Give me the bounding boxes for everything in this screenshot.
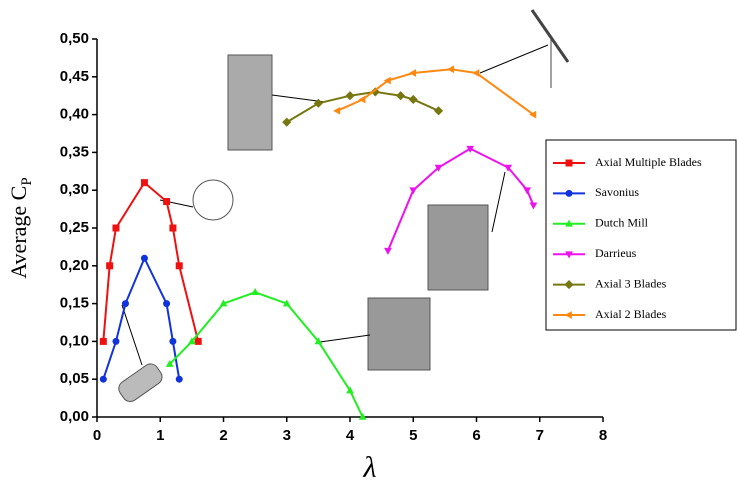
x-tick-label: 3 [283,427,291,444]
y-tick-label: 0,20 [60,257,89,274]
y-tick-label: 0,40 [60,106,89,123]
series-line [337,69,533,114]
legend-marker [566,190,573,197]
leader-line [480,45,548,73]
x-tick-label: 6 [472,427,480,444]
data-point [472,69,479,77]
y-tick-label: 0,30 [60,181,89,198]
data-point [358,96,365,104]
y-tick-label: 0,50 [60,30,89,47]
x-tick-label: 7 [536,427,544,444]
y-tick-label: 0,25 [60,219,89,236]
legend-label: Axial 2 Blades [595,307,667,321]
photo-axial-3 [228,55,272,150]
data-point [434,106,443,115]
y-axis-label: Average CP [6,177,35,278]
leader-line [320,335,370,342]
legend-label: Axial 3 Blades [595,276,667,290]
legend-marker [566,160,573,167]
data-point [141,255,148,262]
x-tick-label: 8 [599,427,607,444]
legend-label: Darrieus [595,246,637,260]
x-tick-label: 4 [346,427,355,444]
y-tick-label: 0,15 [60,295,89,312]
data-point [396,91,405,100]
data-point [409,95,418,104]
x-tick-label: 5 [409,427,417,444]
data-point [112,225,119,232]
y-label-main: Average C [6,186,31,279]
data-point [282,118,291,127]
data-point [169,338,176,345]
y-tick-label: 0,00 [60,408,89,425]
x-tick-label: 2 [219,427,227,444]
photo-multi-blade [193,180,233,220]
data-point [112,338,119,345]
data-point [106,262,113,269]
data-point [384,248,392,255]
y-tick-label: 0,35 [60,143,89,160]
data-point [100,338,107,345]
photo-dutch-mill [368,298,430,370]
data-point [163,300,170,307]
chart: Average CP λ 0,00 0,05 0,10 0,15 0,20 0,25 0,3… [0,0,737,493]
x-tick-label: 1 [156,427,164,444]
x-tick-label: 0 [93,427,101,444]
data-point [523,187,531,194]
leader-line [122,305,142,365]
series-line [103,258,179,379]
y-tick-label: 0,10 [60,332,89,349]
legend-label: Dutch Mill [595,216,649,230]
data-point [530,203,538,210]
data-point [314,99,323,108]
photo-axial-2-blade [532,10,568,62]
data-point [100,376,107,383]
illustrations [116,10,568,405]
data-point [163,198,170,205]
data-point [447,65,454,73]
data-point [409,187,417,194]
series-line [170,292,363,417]
y-tick-label: 0,45 [60,68,89,85]
data-point [122,300,129,307]
legend-label: Savonius [595,185,639,199]
y-tick-label: 0,05 [60,370,89,387]
series-line [103,183,198,342]
data-point [176,376,183,383]
y-label-sub: P [19,177,35,185]
data-point [251,288,259,295]
data-point [345,91,354,100]
data-point [333,107,340,115]
photo-darrieus [428,205,488,290]
photo-savonius [116,361,165,405]
series-line [287,92,439,122]
data-point [176,262,183,269]
data-point [169,225,176,232]
data-point [141,179,148,186]
data-point [409,69,416,77]
data-point [195,338,202,345]
leader-line [492,172,505,232]
x-axis-label: λ [363,451,377,484]
legend-label: Axial Multiple Blades [595,155,702,169]
